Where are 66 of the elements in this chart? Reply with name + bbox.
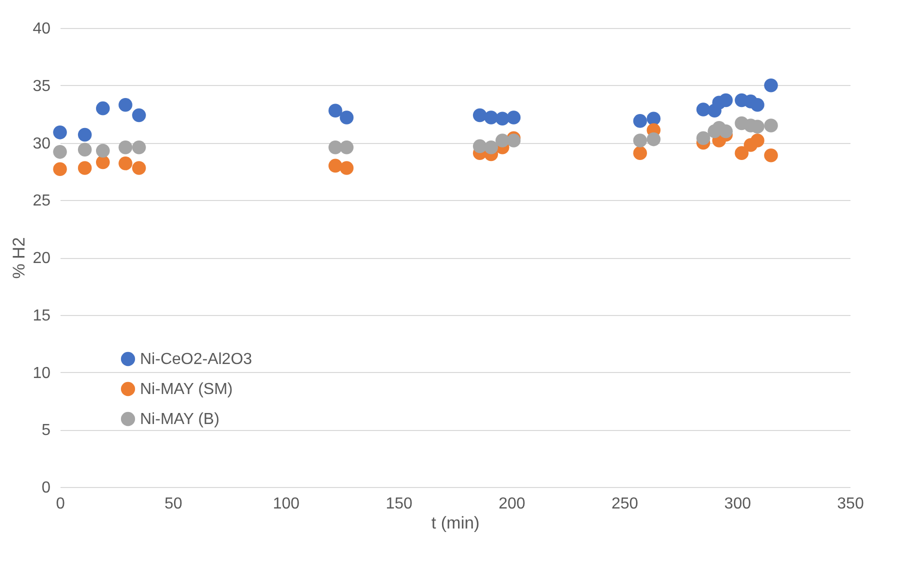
point [484,110,498,124]
legend-label: Ni-MAY (SM) [140,381,233,398]
x-tick-label: 250 [611,496,638,512]
point [506,110,521,124]
point [633,134,647,148]
point [764,118,778,132]
y-tick-label: 0 [42,480,51,496]
point [78,128,92,142]
point [118,98,132,112]
y-tick-label: 5 [42,422,51,440]
x-tick-label: 150 [386,496,413,512]
point [96,155,110,170]
x-tick-label: 100 [272,496,300,512]
point [96,101,110,116]
point [53,126,67,140]
point [496,112,510,126]
point [496,134,510,148]
point [696,102,710,116]
point [340,110,354,124]
point [53,145,67,159]
point [78,161,92,175]
legend-label: Ni-MAY (B) [140,411,220,428]
x-tick-label: 50 [164,496,182,512]
point [340,161,354,175]
point [696,131,710,146]
point [118,156,132,170]
point [734,146,749,160]
point [633,146,647,160]
y-tick-label: 20 [32,250,51,267]
point [78,142,92,157]
y-tick-label: 10 [32,364,51,382]
point [646,132,661,146]
point [750,98,764,112]
y-tick-label: 40 [32,20,51,38]
point [718,93,733,108]
point [506,134,521,148]
point [472,108,487,122]
point [764,78,778,92]
y-tick-label: 25 [32,192,51,210]
y-tick-label: 30 [32,135,51,152]
y-tick-label: 35 [32,78,51,95]
x-tick-label: 350 [837,496,864,512]
point [118,140,132,154]
point [718,124,733,138]
point [633,114,647,128]
y-axis-title: % H2 [10,237,29,279]
point [484,140,498,154]
point [328,104,342,118]
x-axis-title: t (min) [431,514,480,532]
point [646,112,661,126]
point [53,162,67,176]
point [472,139,487,154]
point [96,144,110,158]
x-tick-label: 200 [498,496,526,512]
point [750,134,764,148]
point [132,140,146,154]
x-tick-label: 0 [56,496,66,512]
legend-label: Ni-CeO2-Al2O3 [140,351,252,368]
point [328,140,342,154]
point [340,140,354,154]
point [132,108,146,122]
point [132,161,146,175]
point [764,148,778,162]
point [328,158,342,173]
x-tick-label: 300 [724,496,752,512]
y-tick-label: 15 [32,307,51,324]
